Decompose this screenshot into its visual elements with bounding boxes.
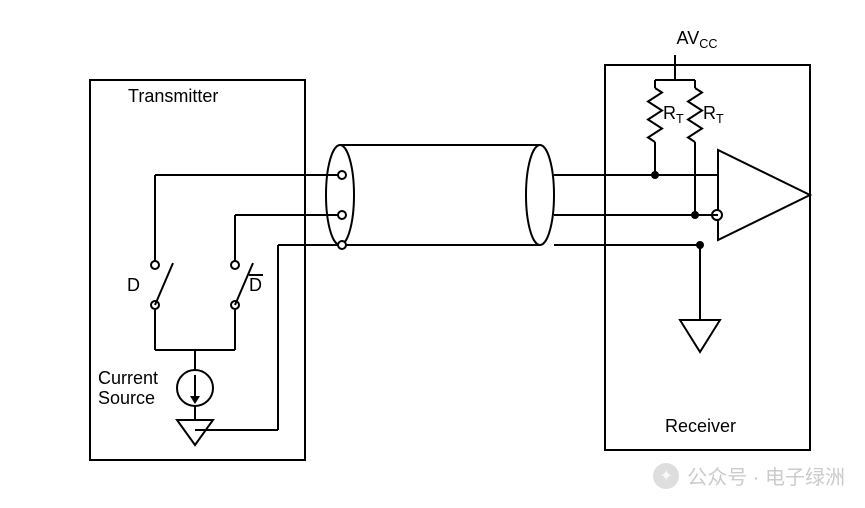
svg-text:Source: Source [98,388,155,408]
cable-left-end [326,145,354,245]
cable-right-end [526,145,554,245]
transmitter-label: Transmitter [128,86,218,106]
svg-text:RT: RT [703,103,724,126]
comparator [718,150,810,240]
label-d-bar: D [249,275,262,295]
avcc-label: AVCC [677,28,718,51]
current-source-label: Current [98,368,158,388]
receiver-label: Receiver [665,416,736,436]
tx-ground [177,420,213,445]
svg-text:RT: RT [663,103,684,126]
label-d: D [127,275,140,295]
rx-ground [680,320,720,352]
circuit-diagram: Transmitter Receiver D D CurrentSource AVCC RT… [0,0,865,508]
